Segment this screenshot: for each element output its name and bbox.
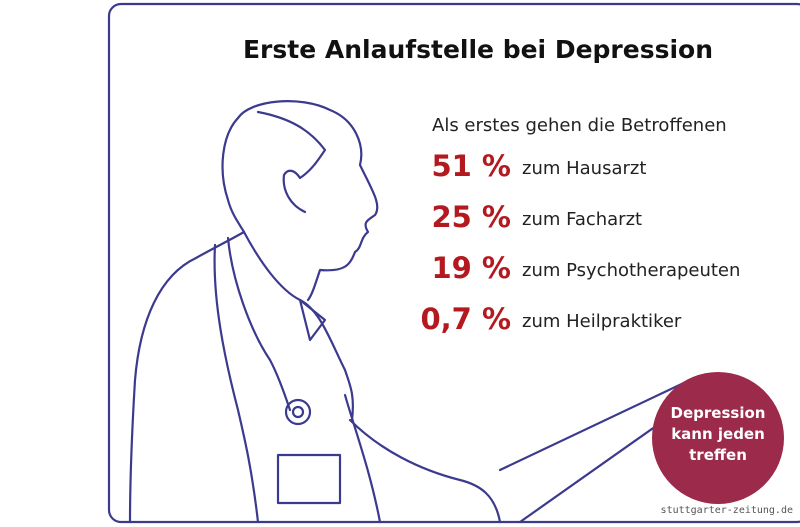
frame <box>107 2 800 524</box>
stat-share: 51 % <box>431 149 511 183</box>
stats: 51 % zum Hausarzt 25 % zum Facharzt 19 % zum … <box>420 149 740 336</box>
doctor-drawing <box>128 100 702 524</box>
stat-share: 25 % <box>431 200 511 234</box>
stat-share: 0,7 % <box>420 302 511 336</box>
stat-label: zum Psychotherapeuten <box>522 260 740 281</box>
badge <box>652 372 784 504</box>
stat-label: zum Hausarzt <box>522 158 646 179</box>
title: Erste Anlaufstelle bei Depression <box>243 35 713 64</box>
badge-line: treffen <box>689 446 747 464</box>
badge-line: kann jeden <box>671 425 765 443</box>
intro: Als erstes gehen die Betroffenen <box>432 115 727 136</box>
source: stuttgarter-zeitung.de <box>661 505 793 516</box>
badge-text: Depression kann jeden treffen <box>671 404 766 464</box>
badge-line: Depression <box>671 404 766 422</box>
stat-share: 19 % <box>431 251 511 285</box>
stat-label: zum Heilpraktiker <box>522 311 682 332</box>
stat-label: zum Facharzt <box>522 209 642 230</box>
